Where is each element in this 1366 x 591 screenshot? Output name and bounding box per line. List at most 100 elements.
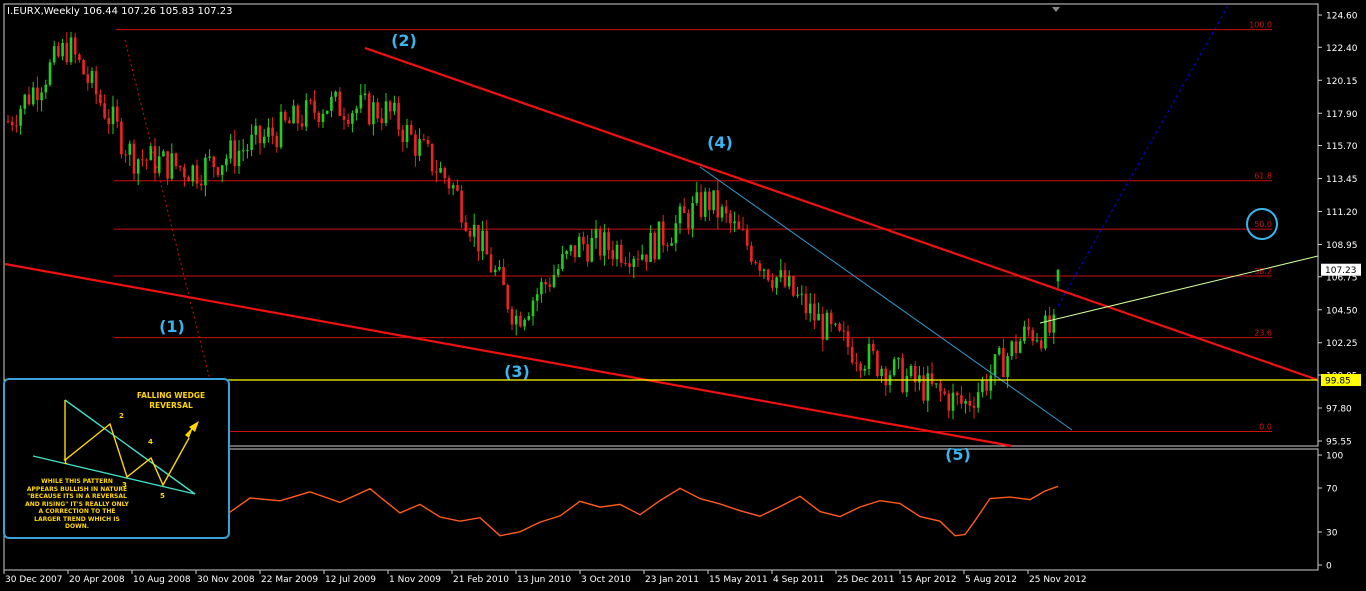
projection-line[interactable] — [1057, 5, 1229, 307]
price-tick-label: 122.40 — [1326, 44, 1358, 54]
time-tick-label: 4 Sep 2011 — [773, 575, 824, 585]
candle-body — [514, 315, 518, 325]
candle-body — [111, 106, 115, 124]
candle-body — [640, 254, 644, 260]
candle-body — [141, 159, 144, 161]
candle-body — [829, 312, 833, 325]
time-tick-label: 23 Jan 2011 — [645, 575, 699, 585]
candle-body — [313, 100, 316, 113]
candle-body — [183, 167, 186, 178]
candle-body — [1039, 340, 1043, 349]
inset-note: WHILE THIS PATTERN APPEARS BULLISH IN NA… — [25, 478, 129, 530]
candle-body — [897, 358, 900, 360]
candle-body — [930, 373, 934, 385]
candle-body — [892, 359, 896, 376]
candle-body — [90, 71, 94, 83]
candle-body — [489, 254, 493, 273]
time-tick-label: 15 May 2011 — [709, 575, 768, 585]
price-tick-label: 115.70 — [1326, 142, 1358, 152]
time-tick-label: 3 Oct 2010 — [581, 575, 631, 585]
inset-title: FALLING WEDGE REVERSAL — [136, 391, 206, 410]
price-tick-label: 104.50 — [1326, 306, 1358, 316]
candle-body — [262, 136, 266, 144]
candle-body — [821, 313, 825, 340]
candle-body — [136, 159, 140, 174]
candle-body — [1031, 330, 1035, 342]
wave-label: (3) — [504, 362, 530, 381]
fib-level-label: 23.6 — [1254, 329, 1272, 338]
candle-body — [435, 171, 438, 173]
candle-body — [78, 54, 81, 61]
candle-body — [846, 331, 850, 347]
candle-body — [10, 121, 14, 126]
time-tick-label: 22 Mar 2009 — [261, 575, 318, 585]
candle-body — [258, 125, 262, 144]
inset-number-3: 3 — [122, 481, 127, 489]
shift-marker-icon[interactable] — [1052, 7, 1060, 12]
candle-body — [922, 375, 925, 401]
candle-body — [325, 110, 329, 114]
candle-body — [132, 143, 136, 174]
candle-body — [1002, 348, 1005, 377]
candle-body — [426, 139, 430, 144]
arrow-head-icon — [189, 421, 199, 432]
candle-body — [569, 245, 573, 252]
falling-wedge-inset: 1 2 3 4 5 FALLING WEDGE REVERSAL WHILE T… — [3, 378, 230, 539]
candle-body — [447, 178, 451, 189]
price-tick-label: 108.95 — [1326, 241, 1358, 251]
candle-body — [6, 121, 10, 123]
candle-body — [544, 281, 547, 285]
candle-body — [590, 238, 594, 262]
blue-trend-line[interactable] — [699, 166, 1073, 431]
wave-label: (5) — [945, 445, 971, 464]
candle-body — [233, 140, 237, 167]
candle-body — [351, 113, 354, 124]
candle-body — [120, 121, 123, 155]
time-tick-label: 10 Aug 2008 — [133, 575, 191, 585]
candle-body — [657, 221, 661, 260]
wedge-upper-line[interactable] — [364, 46, 1319, 382]
inset-number-2: 2 — [119, 412, 124, 420]
candle-body — [279, 111, 283, 148]
candle-body — [409, 124, 413, 135]
wave-labels: (1) (2) (3) (4) (5) — [159, 31, 971, 464]
candle-body — [729, 213, 732, 224]
candle-body — [94, 71, 98, 95]
candle-body — [808, 303, 812, 314]
wedge-lower-line[interactable] — [4, 262, 1013, 448]
candle-body — [678, 206, 682, 224]
candle-body — [246, 149, 249, 151]
candle-body — [1010, 341, 1014, 357]
candle-body — [733, 221, 736, 224]
fibonacci-retracement[interactable]: 100.0 61.8 50.0 38.2 23.6 0.0 — [114, 21, 1272, 432]
candle-body — [556, 268, 560, 275]
green-trend-line[interactable] — [1039, 255, 1319, 324]
candle-body — [884, 368, 888, 386]
candle-body — [422, 139, 426, 141]
candle-body — [712, 190, 715, 211]
candle-body — [842, 330, 846, 332]
candle-body — [766, 269, 770, 281]
indicator-tick-label: 0 — [1326, 562, 1332, 572]
candle-body — [149, 146, 153, 161]
candle-body — [670, 243, 673, 246]
candle-body — [615, 244, 619, 260]
candle-body — [397, 102, 400, 130]
candle-body — [624, 262, 627, 264]
candle-body — [69, 37, 73, 63]
price-axis: 124.60 122.40 120.15 117.90 115.70 113.45 111.… — [1318, 12, 1361, 448]
candle-body — [317, 112, 321, 123]
candle-body — [237, 150, 241, 167]
candle-body — [443, 168, 447, 179]
candle-body — [384, 101, 388, 124]
candle-body — [208, 156, 211, 158]
candle-body — [359, 95, 363, 109]
candle-body — [771, 280, 774, 288]
candle-body — [401, 129, 405, 142]
candle-body — [552, 274, 556, 287]
candle-body — [926, 373, 930, 401]
candle-body — [674, 223, 678, 244]
candle-body — [653, 232, 657, 260]
candle-body — [1027, 326, 1030, 331]
candle-body — [82, 60, 85, 75]
